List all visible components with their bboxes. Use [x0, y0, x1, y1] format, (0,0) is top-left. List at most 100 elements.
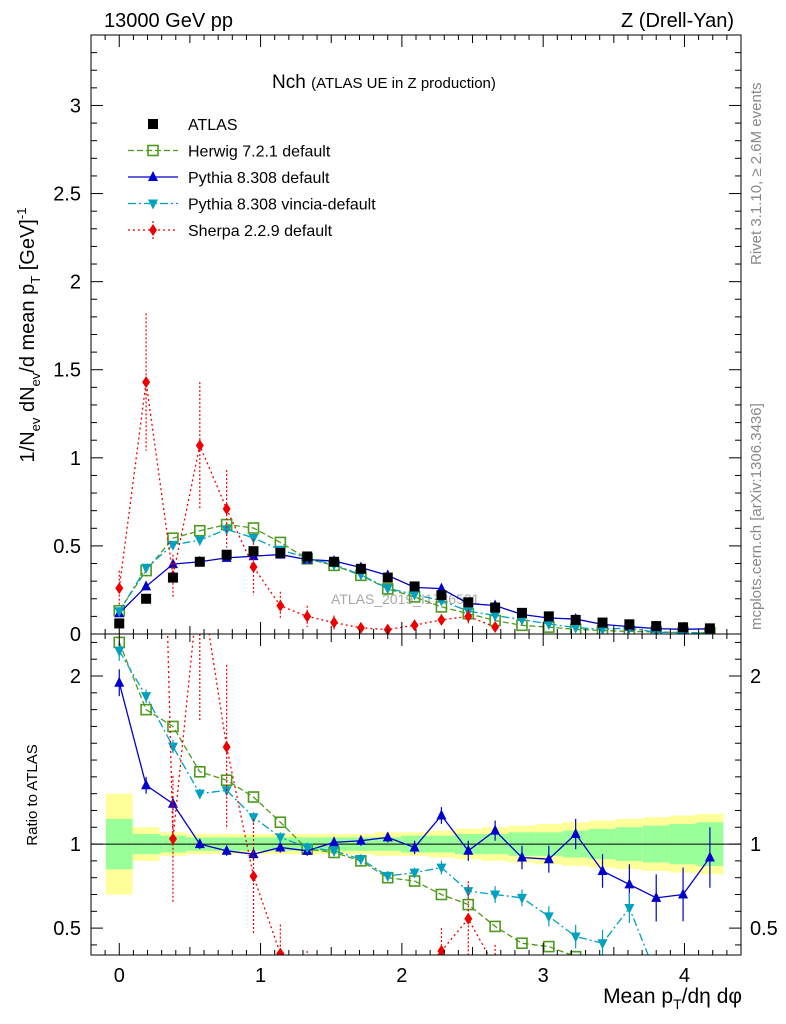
sherpa-2-2-9-default-ratio-point: [303, 968, 311, 980]
herwig-7-2-1-default-ratio-line: [118, 642, 574, 955]
pythia-8-308-vincia-default-point: [167, 540, 178, 551]
pythia-8-308-default-ratio-point: [167, 797, 178, 808]
y-tick-label-main: 3: [70, 95, 81, 117]
x-tick-label: 3: [538, 965, 549, 987]
herwig-7-2-1-default-ratio-point: [247, 791, 260, 803]
legend-label: ATLAS: [188, 117, 238, 134]
sherpa-2-2-9-default-point: [383, 623, 392, 634]
sherpa-2-2-9-default-ratio-point: [437, 945, 446, 955]
legend-label: Herwig 7.2.1 default: [188, 144, 331, 161]
pythia-8-308-vincia-default-point: [490, 611, 501, 622]
x-axis-label: Mean pT/dη dφ: [603, 985, 742, 1012]
y-tick-label-main: 2.5: [53, 184, 81, 206]
herwig-7-2-1-default-ratio-point: [543, 940, 555, 953]
legend-entry: Sherpa 2.2.9 default: [128, 221, 333, 240]
pythia-8-308-default-ratio-point: [597, 864, 608, 875]
sherpa-2-2-9-default-point: [115, 582, 124, 595]
pythia-8-308-vincia-default-point: [409, 590, 420, 601]
pythia-8-308-default-ratio-point: [624, 878, 635, 889]
pythia-8-308-vincia-default-ratio-point: [543, 912, 554, 923]
legend-entry: Herwig 7.2.1 default: [128, 144, 331, 161]
pythia-8-308-vincia-default-ratio-point: [490, 890, 501, 901]
herwig-7-2-1-default-ratio-point: [705, 974, 715, 984]
pythia-8-308-default-ratio-point: [221, 844, 232, 855]
sherpa-2-2-9-default-ratio-point: [168, 832, 177, 845]
atlas-data-point: [704, 623, 715, 634]
pythia-8-308-default-ratio-point: [678, 888, 689, 899]
sherpa-2-2-9-default-point: [249, 561, 258, 574]
sherpa-2-2-9-default-point: [222, 502, 231, 515]
ratio-y-tick-label-right: 0.5: [750, 918, 778, 940]
y-tick-label-main: 2: [70, 272, 81, 294]
sherpa-2-2-9-default-point: [195, 439, 204, 452]
pythia-8-308-default-ratio-point: [570, 827, 581, 838]
pythia-8-308-vincia-default-ratio-point: [114, 646, 125, 657]
herwig-7-2-1-default-point: [194, 524, 206, 537]
pythia-8-308-vincia-default-ratio-point: [248, 813, 259, 824]
x-tick-label: 2: [396, 965, 407, 987]
legend-marker: [147, 144, 159, 157]
x-tick-label: 0: [114, 965, 125, 987]
herwig-7-2-1-default-ratio-point: [489, 920, 501, 933]
sherpa-2-2-9-default-ratio-point: [384, 993, 392, 1005]
atlas-data-point: [678, 622, 689, 633]
pythia-8-308-vincia-default-point: [570, 623, 581, 634]
pythia-8-308-default-ratio-point: [194, 838, 205, 849]
sherpa-2-2-9-default-ratio-point: [464, 912, 473, 925]
header-right: Z (Drell-Yan): [621, 10, 734, 32]
atlas-data-point: [329, 556, 340, 567]
pythia-8-308-vincia-default-ratio-point: [409, 868, 420, 879]
sherpa-2-2-9-default-ratio-line: [166, 634, 490, 955]
legend-marker: [149, 224, 157, 236]
pythia-8-308-vincia-default-ratio-point: [436, 863, 447, 874]
herwig-7-2-1-default-ratio-point: [274, 816, 287, 829]
ratio-y-tick-label-right: 1: [750, 834, 761, 856]
rivet-label: Rivet 3.1.10, ≥ 2.6M events: [748, 83, 765, 266]
axis-tick-labels: 0 1 2 3 4 0 0.5 1 1.5 2 2.5 3 0.5 0.5 1 1 2 2: [53, 95, 778, 987]
pythia-8-308-default-ratio-point: [543, 853, 554, 864]
header-left: 13000 GeV pp: [104, 10, 233, 32]
herwig-7-2-1-default-ratio-point: [435, 888, 448, 901]
ratio-y-tick-label-right: 2: [750, 666, 761, 688]
ratio-uncertainty-bands: [91, 793, 741, 895]
pythia-8-308-vincia-default-ratio-point: [275, 833, 286, 844]
atlas-data-point: [141, 593, 152, 604]
legend-label: Pythia 8.308 default: [188, 170, 330, 187]
y-tick-label-main: 0.5: [53, 536, 81, 558]
atlas-data-point: [597, 617, 608, 628]
sherpa-2-2-9-default-ratio-point: [196, 568, 204, 580]
plot-title: Nch (ATLAS UE in Z production): [272, 72, 496, 93]
sherpa-2-2-9-default-ratio-point: [357, 990, 365, 1002]
axis-ticks: [90, 34, 742, 955]
atlas-data-point: [570, 614, 581, 625]
main-y-label: 1/Nev dNev/d mean pT [GeV]-1: [14, 208, 43, 463]
legend-label: Pythia 8.308 vincia-default: [188, 197, 376, 214]
sherpa-2-2-9-default-point: [356, 621, 365, 634]
legend-label: Sherpa 2.2.9 default: [188, 223, 333, 240]
legend-entry: ATLAS: [148, 117, 238, 134]
pythia-8-308-default-ratio-point: [382, 831, 393, 842]
pythia-8-308-vincia-default-ratio-point: [221, 786, 232, 797]
pythia-8-308-default-ratio-point: [329, 836, 340, 847]
pythia-8-308-vincia-default-ratio-line: [118, 650, 649, 955]
pythia-8-308-vincia-default-point: [194, 536, 205, 547]
pythia-8-308-default-ratio-point: [436, 809, 447, 820]
atlas-data-point: [355, 563, 366, 574]
herwig-7-2-1-default-ratio-point: [194, 766, 206, 778]
sherpa-2-2-9-default-point: [437, 613, 446, 626]
mcplots-label: mcplots.cern.ch [arXiv:1306.3436]: [748, 403, 765, 630]
atlas-data-point: [543, 611, 554, 622]
herwig-7-2-1-default-ratio-point: [624, 962, 634, 972]
pythia-8-308-default-ratio-point: [141, 779, 152, 790]
legend-marker: [148, 199, 158, 210]
pythia-8-308-default-ratio-point: [275, 841, 286, 852]
analysis-watermark: ATLAS_2019_I1736531: [331, 591, 480, 607]
atlas-data-point: [651, 621, 662, 632]
atlas-data-point: [516, 607, 527, 618]
pythia-8-308-vincia-default-ratio-point: [463, 887, 474, 898]
legend-marker: [148, 119, 158, 129]
sherpa-2-2-9-default-point: [276, 599, 285, 612]
pythia-8-308-default-ratio-point: [463, 844, 474, 855]
y-tick-label-main: 1.5: [53, 360, 81, 382]
